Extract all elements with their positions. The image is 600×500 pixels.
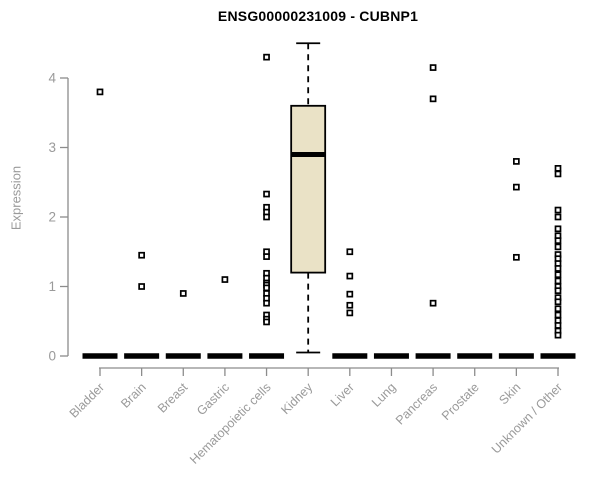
outlier-point <box>263 299 270 307</box>
outlier-point <box>346 272 354 280</box>
outlier-point <box>138 283 145 290</box>
x-tick-label: Bladder <box>67 380 107 420</box>
box <box>290 104 327 274</box>
x-tick-label: Skin <box>496 380 523 407</box>
x-tick-label: Unknown / Other <box>489 380 565 456</box>
outlier-point <box>513 183 520 191</box>
outlier-point <box>346 301 354 309</box>
outlier-point <box>554 225 562 233</box>
outlier-point <box>554 237 562 244</box>
outlier-point <box>554 170 562 178</box>
outlier-point <box>554 243 562 251</box>
chart-title: ENSG00000231009 - CUBNP1 <box>217 8 419 24</box>
outlier-point <box>346 309 354 317</box>
outlier-point <box>429 64 437 71</box>
outlier-point <box>513 158 520 165</box>
x-tick-label: Lung <box>369 380 399 410</box>
outlier-point <box>554 331 562 339</box>
outlier-point <box>263 190 270 198</box>
outlier-point <box>513 253 520 261</box>
x-tick-label: Kidney <box>278 380 315 417</box>
y-tick-label: 4 <box>48 71 56 86</box>
outlier-point <box>554 322 562 329</box>
x-tick-label: Gastric <box>194 380 232 418</box>
outlier-point <box>554 305 562 313</box>
x-tick-label: Liver <box>328 380 357 409</box>
outlier-point <box>554 271 562 279</box>
outlier-point <box>429 95 437 103</box>
outlier-point <box>263 53 270 61</box>
outlier-point <box>263 284 270 292</box>
outlier-point <box>554 277 562 285</box>
outlier-point <box>554 287 562 295</box>
outlier-point <box>263 318 270 326</box>
outlier-point <box>554 165 562 172</box>
outlier-point <box>346 290 354 298</box>
outlier-point <box>554 298 562 306</box>
x-tick-label: Pancreas <box>393 380 440 427</box>
x-tick-label: Breast <box>155 380 191 416</box>
y-tick-label: 0 <box>48 349 56 364</box>
outlier-point <box>263 253 270 260</box>
outlier-point <box>263 213 270 221</box>
outlier-point <box>554 206 562 214</box>
outlier-point <box>554 265 562 272</box>
outlier-point <box>346 248 354 256</box>
outlier-point <box>221 276 229 283</box>
y-tick-label: 3 <box>48 140 56 155</box>
outlier-point <box>429 299 437 307</box>
outlier-point <box>179 290 187 297</box>
outlier-point <box>554 213 562 221</box>
y-tick-label: 2 <box>48 210 56 225</box>
x-tick-label: Brain <box>118 380 149 411</box>
outlier-point <box>554 311 562 319</box>
x-tick-label: Prostate <box>439 380 482 423</box>
outlier-point <box>96 88 104 96</box>
outlier-point <box>138 251 145 259</box>
x-tick-label: Hematopoietic cells <box>187 380 274 467</box>
y-tick-label: 1 <box>48 279 56 294</box>
